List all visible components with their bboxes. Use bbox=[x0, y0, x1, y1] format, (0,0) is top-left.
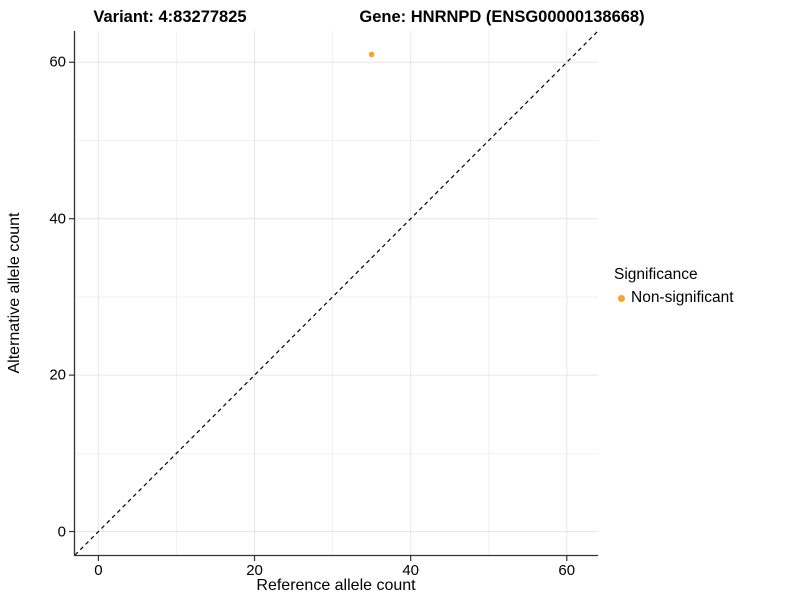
plot-title-variant: Variant: 4:83277825 bbox=[93, 8, 247, 26]
legend-item-non-significant: Non-significant bbox=[614, 289, 734, 307]
y-tick-label: 60 bbox=[49, 53, 66, 71]
x-axis-title: Reference allele count bbox=[256, 577, 416, 594]
y-tick-label: 20 bbox=[49, 366, 66, 384]
x-tick-label: 60 bbox=[558, 562, 576, 579]
y-tick-label: 0 bbox=[57, 523, 66, 541]
legend-key-dot-icon bbox=[618, 294, 625, 302]
x-tick-label: 40 bbox=[402, 562, 419, 579]
y-axis-title: Alternative allele count bbox=[6, 212, 23, 374]
y-tick-label: 40 bbox=[49, 210, 66, 228]
x-tick-label: 0 bbox=[94, 562, 103, 579]
data-point bbox=[368, 51, 375, 58]
legend-title: Significance bbox=[614, 266, 698, 283]
plot-title-gene: Gene: HNRNPD (ENSG00000138668) bbox=[359, 8, 645, 26]
x-tick-label: 20 bbox=[246, 562, 263, 579]
identity-dashed-line bbox=[74, 30, 599, 556]
legend: Significance Non-significant bbox=[614, 266, 734, 307]
legend-item-label: Non-significant bbox=[631, 289, 734, 306]
